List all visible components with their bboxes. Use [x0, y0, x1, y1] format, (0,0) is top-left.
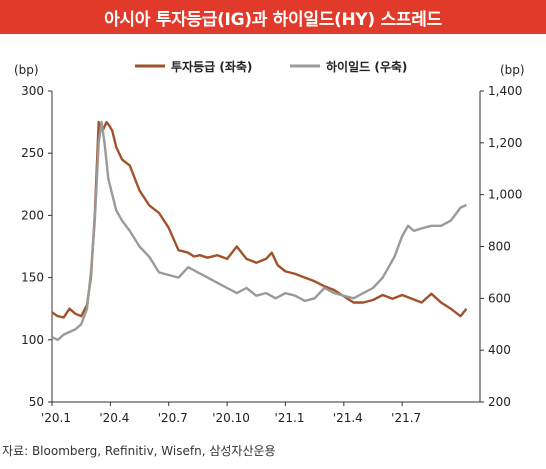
left-tick-label: 300: [21, 84, 44, 98]
chart-svg: (bp) (bp) 300 250 200 150 100 50 1,400 1,200 1,000…: [14, 59, 525, 425]
left-tick-label: 200: [21, 208, 44, 222]
x-tick-label: '21.1: [274, 411, 304, 425]
left-tick-label: 50: [29, 395, 44, 409]
right-tick-label: 600: [488, 291, 511, 305]
right-tick-label: 1,400: [488, 84, 522, 98]
x-tick-label: '21.7: [391, 411, 421, 425]
right-tick-label: 800: [488, 240, 511, 254]
x-tick-label: '21.4: [333, 411, 363, 425]
x-tick-label: '20.4: [99, 411, 129, 425]
legend-label-ig: 투자등급 (좌축): [171, 59, 252, 74]
right-axis-unit: (bp): [500, 63, 525, 77]
hy-spread-line: [51, 120, 467, 341]
left-tick-label: 100: [21, 333, 44, 347]
source-note: 자료: Bloomberg, Refinitiv, Wisefn, 삼성자산운용: [2, 444, 276, 458]
left-tick-label: 150: [21, 271, 44, 285]
right-tick-label: 1,200: [488, 136, 522, 150]
chart-area: (bp) (bp) 300 250 200 150 100 50 1,400 1,200 1,000…: [0, 34, 546, 439]
right-tick-label: 400: [488, 343, 511, 357]
right-tick-label: 1,000: [488, 188, 522, 202]
ig-spread-line: [51, 120, 468, 319]
right-tick-label: 200: [488, 395, 511, 409]
chart-title-banner: 아시아 투자등급(IG)과 하이일드(HY) 스프레드: [0, 0, 546, 34]
x-tick-label: '20.7: [158, 411, 188, 425]
left-axis-unit: (bp): [14, 63, 39, 77]
x-tick-label: '20.1: [41, 411, 71, 425]
left-tick-label: 250: [21, 146, 44, 160]
chart-title: 아시아 투자등급(IG)과 하이일드(HY) 스프레드: [104, 9, 442, 30]
x-tick-label: '20.10: [212, 411, 250, 425]
legend-label-hy: 하이일드 (우축): [326, 59, 407, 74]
